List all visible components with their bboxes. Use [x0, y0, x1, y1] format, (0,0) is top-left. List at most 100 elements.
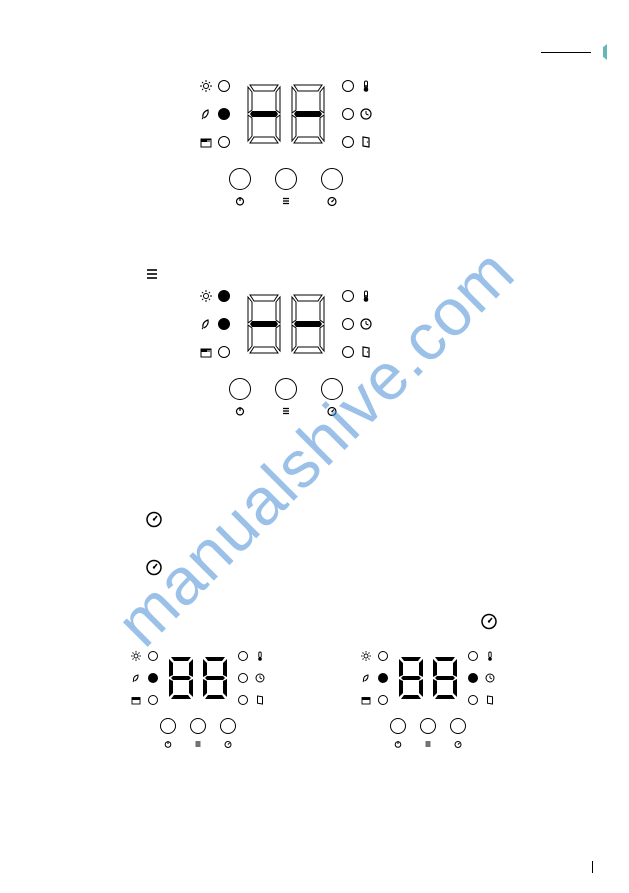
power-button[interactable]: [390, 718, 406, 734]
left-indicator-col: [200, 80, 230, 148]
clock-led: [468, 673, 478, 683]
door-icon: [484, 694, 496, 706]
sun-icon: [360, 650, 372, 662]
holiday-led: [218, 136, 230, 148]
door-icon: [254, 694, 266, 706]
menu-button[interactable]: [420, 718, 436, 734]
door-icon: [360, 346, 372, 358]
leaf-icon: [200, 108, 212, 120]
sun-led: [378, 651, 388, 661]
thermo-icon: [360, 290, 372, 302]
power-icon: [235, 196, 245, 206]
sun-led: [218, 80, 230, 92]
door-led: [342, 346, 354, 358]
clock-led: [342, 318, 354, 330]
left-indicator-col: [130, 650, 158, 706]
right-indicator-col: [238, 650, 266, 706]
timer-icon: [224, 740, 232, 750]
right-indicator-col: [342, 80, 372, 148]
clock-icon: [484, 672, 496, 684]
menu-icon: [281, 406, 291, 416]
thermo-icon: [254, 650, 266, 662]
timer-icon: [145, 510, 163, 528]
clock-icon: [360, 108, 372, 120]
sun-icon: [200, 80, 212, 92]
right-indicator-col: [468, 650, 496, 706]
step-timer-press-1: [145, 510, 163, 528]
menu-button[interactable]: [190, 718, 206, 734]
timer-button[interactable]: [450, 718, 466, 734]
leaf-icon: [130, 672, 142, 684]
timer-icon: [327, 196, 337, 206]
menu-icon: [194, 740, 202, 750]
menu-button[interactable]: [275, 378, 297, 400]
step-timer-press-3: [480, 612, 498, 630]
button-row: [200, 168, 372, 206]
power-icon: [164, 740, 172, 750]
seven-seg-display: [166, 655, 230, 701]
power-button[interactable]: [160, 718, 176, 734]
thermo-led: [468, 651, 478, 661]
door-led: [468, 695, 478, 705]
holiday-icon: [360, 694, 372, 706]
power-button[interactable]: [229, 168, 251, 190]
menu-icon: [145, 267, 159, 281]
button-row: [130, 718, 266, 750]
timer-icon: [145, 558, 163, 576]
left-indicator-col: [360, 650, 388, 706]
right-indicator-col: [342, 290, 372, 358]
seven-seg-display: [244, 83, 328, 145]
clock-icon: [254, 672, 266, 684]
sun-icon: [200, 290, 212, 302]
clock-led: [342, 108, 354, 120]
timer-button[interactable]: [321, 378, 343, 400]
page-arrow-icon: [593, 42, 609, 62]
sun-led: [218, 290, 230, 302]
thermo-icon: [360, 80, 372, 92]
seven-seg-display: [396, 655, 460, 701]
sun-icon: [130, 650, 142, 662]
control-panel-3: [130, 650, 266, 750]
holiday-icon: [130, 694, 142, 706]
control-panel-1: [200, 80, 372, 206]
door-icon: [360, 136, 372, 148]
thermo-led: [342, 80, 354, 92]
leaf-led: [148, 673, 158, 683]
header-rule: [541, 52, 591, 53]
timer-button[interactable]: [220, 718, 236, 734]
button-row: [200, 378, 372, 416]
leaf-led: [378, 673, 388, 683]
leaf-led: [218, 318, 230, 330]
holiday-led: [378, 695, 388, 705]
power-icon: [235, 406, 245, 416]
holiday-led: [218, 346, 230, 358]
door-led: [238, 695, 248, 705]
leaf-led: [218, 108, 230, 120]
holiday-icon: [200, 136, 212, 148]
timer-icon: [454, 740, 462, 750]
timer-button[interactable]: [321, 168, 343, 190]
power-icon: [394, 740, 402, 750]
thermo-led: [342, 290, 354, 302]
timer-icon: [327, 406, 337, 416]
leaf-icon: [360, 672, 372, 684]
door-led: [342, 136, 354, 148]
step-menu-press: [145, 267, 159, 281]
power-button[interactable]: [229, 378, 251, 400]
seven-seg-display: [244, 293, 328, 355]
holiday-led: [148, 695, 158, 705]
thermo-icon: [484, 650, 496, 662]
left-indicator-col: [200, 290, 230, 358]
control-panel-2: [200, 290, 372, 416]
button-row: [360, 718, 496, 750]
menu-button[interactable]: [275, 168, 297, 190]
thermo-led: [238, 651, 248, 661]
step-timer-press-2: [145, 558, 163, 576]
leaf-icon: [200, 318, 212, 330]
timer-icon: [480, 612, 498, 630]
clock-led: [238, 673, 248, 683]
page-number: [592, 861, 599, 873]
menu-icon: [424, 740, 432, 750]
sun-led: [148, 651, 158, 661]
clock-icon: [360, 318, 372, 330]
